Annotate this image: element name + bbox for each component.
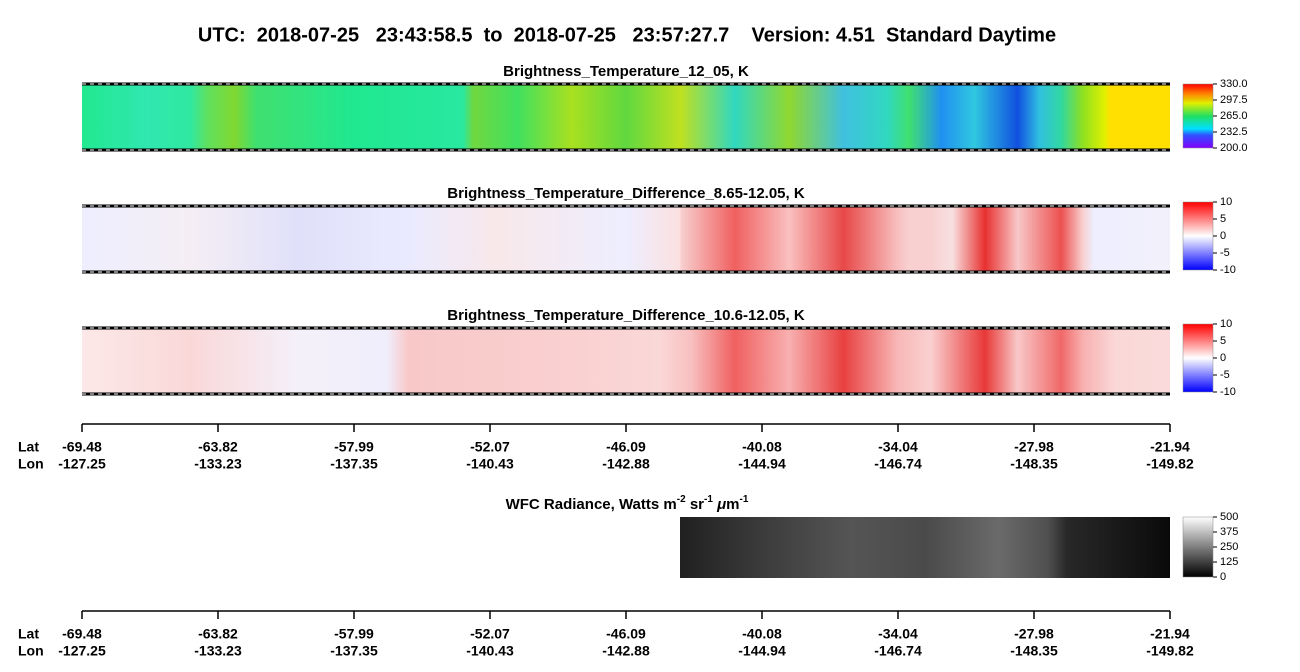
image-strip: [680, 517, 1170, 578]
lon-tick-label: -144.94: [738, 456, 786, 472]
lon-tick-label: -127.25: [58, 643, 106, 659]
image-strip: [82, 328, 1170, 394]
lon-tick-label: -140.43: [466, 643, 514, 659]
colorbar: [1182, 516, 1214, 578]
title-part: -1: [704, 494, 713, 505]
panel-title: Brightness_Temperature_12_05, K: [503, 63, 749, 80]
lon-tick-label: -137.35: [330, 643, 378, 659]
colorbar-tick-label: 5: [1220, 213, 1226, 225]
lon-axis-label: Lon: [18, 456, 44, 472]
lon-tick-label: -148.35: [1010, 456, 1058, 472]
title-part: m: [726, 496, 739, 513]
colorbar-tick-label: 330.0: [1220, 78, 1248, 90]
lat-tick-label: -21.94: [1150, 439, 1190, 455]
lon-tick-label: -140.43: [466, 456, 514, 472]
lon-tick-label: -149.82: [1146, 456, 1194, 472]
colorbar: [1182, 323, 1214, 393]
colorbar-tick-label: 0: [1220, 230, 1226, 242]
colorbar-tick-label: 200.0: [1220, 142, 1248, 154]
lon-tick-label: -146.74: [874, 643, 922, 659]
lat-tick-label: -40.08: [742, 626, 782, 642]
lat-tick-label: -63.82: [198, 439, 238, 455]
colorbar-tick-label: -10: [1220, 386, 1236, 398]
lon-tick-label: -142.88: [602, 643, 650, 659]
title-part: -1: [739, 494, 748, 505]
colorbar-tick-label: -5: [1220, 369, 1230, 381]
lat-tick-label: -40.08: [742, 439, 782, 455]
lat-tick-label: -69.48: [62, 626, 102, 642]
lat-tick-label: -46.09: [606, 626, 646, 642]
lon-tick-label: -133.23: [194, 643, 242, 659]
image-strip: [82, 84, 1170, 150]
lon-tick-label: -137.35: [330, 456, 378, 472]
panel-title: Brightness_Temperature_Difference_10.6-1…: [447, 307, 805, 324]
colorbar: [1182, 83, 1214, 149]
lat-axis-label: Lat: [18, 626, 39, 642]
colorbar-tick-label: 232.5: [1220, 126, 1248, 138]
lat-tick-label: -34.04: [878, 626, 918, 642]
colorbar-tick-label: 500: [1220, 511, 1238, 523]
colorbar-tick-label: -10: [1220, 264, 1236, 276]
colorbar-tick-label: 250: [1220, 541, 1238, 553]
lat-tick-label: -57.99: [334, 626, 374, 642]
colorbar-tick-label: 265.0: [1220, 110, 1248, 122]
title-part: -2: [677, 494, 686, 505]
colorbar-tick-label: 5: [1220, 335, 1226, 347]
lat-tick-label: -27.98: [1014, 626, 1054, 642]
title-part: μ: [713, 496, 726, 513]
image-strip: [82, 206, 1170, 272]
lon-axis-label: Lon: [18, 643, 44, 659]
lat-tick-label: -52.07: [470, 439, 510, 455]
lat-tick-label: -46.09: [606, 439, 646, 455]
lat-tick-label: -21.94: [1150, 626, 1190, 642]
lat-tick-label: -69.48: [62, 439, 102, 455]
colorbar-tick-label: 0: [1220, 571, 1226, 583]
lat-tick-label: -52.07: [470, 626, 510, 642]
colorbar-tick-label: 10: [1220, 318, 1232, 330]
lon-tick-label: -127.25: [58, 456, 106, 472]
lat-tick-label: -34.04: [878, 439, 918, 455]
lon-tick-label: -144.94: [738, 643, 786, 659]
lon-tick-label: -146.74: [874, 456, 922, 472]
lat-tick-label: -57.99: [334, 439, 374, 455]
page-title: UTC: 2018-07-25 23:43:58.5 to 2018-07-25…: [198, 24, 1056, 46]
colorbar-tick-label: 297.5: [1220, 94, 1248, 106]
lon-tick-label: -148.35: [1010, 643, 1058, 659]
colorbar-tick-label: 125: [1220, 556, 1238, 568]
colorbar: [1182, 201, 1214, 271]
title-part: sr: [686, 496, 705, 513]
colorbar-tick-label: 375: [1220, 526, 1238, 538]
colorbar-tick-label: 0: [1220, 352, 1226, 364]
panel-title: Brightness_Temperature_Difference_8.65-1…: [447, 185, 805, 202]
lon-tick-label: -133.23: [194, 456, 242, 472]
lat-tick-label: -63.82: [198, 626, 238, 642]
lat-tick-label: -27.98: [1014, 439, 1054, 455]
colorbar-tick-label: 10: [1220, 196, 1232, 208]
lat-axis-label: Lat: [18, 439, 39, 455]
lon-tick-label: -142.88: [602, 456, 650, 472]
panel-title: WFC Radiance, Watts m-2 sr-1 μm-1: [506, 494, 749, 513]
lon-tick-label: -149.82: [1146, 643, 1194, 659]
colorbar-tick-label: -5: [1220, 247, 1230, 259]
title-part: WFC Radiance, Watts m: [506, 496, 677, 513]
